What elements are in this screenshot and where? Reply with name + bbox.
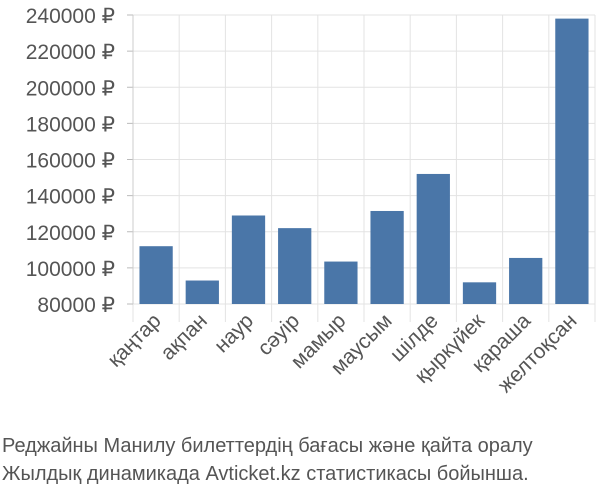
grid-lines [132, 14, 596, 322]
bar-4 [278, 228, 312, 304]
y-tick-label: 220000 ₽ [26, 41, 115, 64]
y-tick-label: 240000 ₽ [26, 5, 115, 28]
axes [127, 14, 134, 305]
bar-7 [416, 173, 450, 304]
caption-line-2: Жылдық динамикада Avticket.kz статистика… [2, 463, 529, 485]
y-tick-label: 120000 ₽ [26, 222, 115, 245]
x-tick-label: ақпан [156, 309, 212, 365]
y-tick-label: 100000 ₽ [26, 258, 115, 281]
bar-chart: 80000 ₽ 100000 ₽ 120000 ₽ 140000 ₽ 160000 ₽ 1… [26, 5, 596, 397]
bar-8 [462, 282, 497, 304]
bar-6 [370, 210, 404, 304]
chart-caption: Реджайны Манилу билеттердің бағасы және … [2, 432, 600, 488]
bar-9 [509, 257, 543, 304]
y-tick-label: 140000 ₽ [26, 186, 115, 209]
bar-3 [231, 215, 266, 304]
y-tick-label: 180000 ₽ [26, 113, 115, 136]
y-tick-label: 160000 ₽ [26, 150, 115, 173]
bar-2 [185, 280, 219, 304]
bars [139, 18, 589, 305]
bar-5 [324, 261, 358, 304]
y-tick-label: 200000 ₽ [26, 77, 115, 100]
x-tick-label: қаңтар [103, 309, 165, 371]
caption-line-1: Реджайны Манилу билеттердің бағасы және … [2, 435, 533, 457]
bar-10 [555, 18, 589, 305]
x-tick-labels: қаңтарақпаннаурсәуірмамырмаусымшілдеқырк… [103, 309, 581, 397]
y-tick-label: 80000 ₽ [37, 294, 115, 317]
bar-1 [139, 246, 173, 304]
x-tick-label: наур [210, 309, 258, 357]
y-tick-labels: 80000 ₽ 100000 ₽ 120000 ₽ 140000 ₽ 160000 ₽ 1… [26, 5, 115, 317]
